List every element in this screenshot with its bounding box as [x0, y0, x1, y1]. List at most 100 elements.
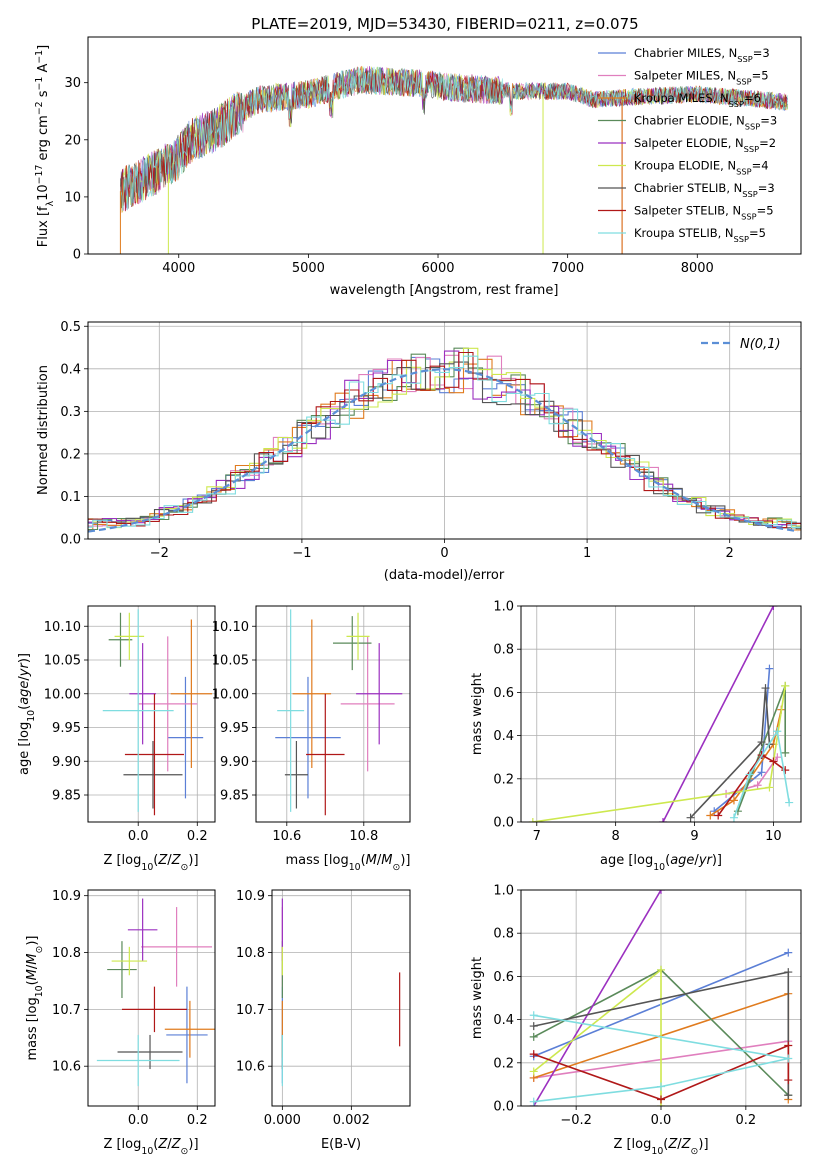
axes-age_vs_mass: 10.6 10.8 9.85 9.90 9.95 10.00 10.05 10.10 mass …: [212, 605, 411, 873]
error-point: [138, 636, 198, 772]
y-tick-label: 1.0: [493, 884, 514, 899]
y-tick-label: 0.4: [493, 729, 514, 744]
x-axis-label: E(B-V): [321, 1137, 361, 1152]
axes-mass_vs_Z: 0.0 0.2 10.6 10.7 10.8 10.9 Z [log10(Z/Z⊙)] mas…: [25, 889, 216, 1157]
y-tick-label: 30: [64, 76, 81, 91]
weight-marker: [784, 1091, 793, 1100]
y-tick-label: 0.0: [493, 816, 514, 831]
x-axis-label: age [log10(age/yr)]: [600, 853, 722, 873]
weight-marker: [765, 664, 774, 673]
x-axis-label: wavelength [Angstrom, rest frame]: [330, 283, 559, 298]
x-tick-label: −0.2: [560, 1113, 592, 1128]
error-point: [167, 676, 204, 799]
histogram-series: [88, 361, 801, 530]
weight-marker: [781, 748, 790, 757]
y-tick-label: 9.95: [52, 721, 81, 736]
legend-entry: Salpeter MILES, NSSP=5: [634, 69, 769, 87]
legend-entry: Chabrier MILES, NSSP=3: [634, 46, 770, 64]
axes-age_vs_Z: 0.0 0.2 9.85 9.90 9.95 10.00 10.05 10.10 Z [log1…: [17, 605, 216, 873]
weight-marker: [706, 811, 715, 820]
x-axis-label: Z [log10(Z/Z⊙)]: [613, 1137, 708, 1157]
y-tick-label: 20: [64, 133, 81, 148]
weight-marker: [657, 965, 665, 974]
axes-residuals: −2 −1 0 1 2 0.0 0.1 0.2 0.3 0.4 0.5 N(0,1) (data-mod…: [36, 320, 802, 583]
y-tick-label: 10.10: [44, 620, 81, 635]
y-tick-label: 0.5: [60, 320, 81, 335]
y-tick-label: 9.95: [220, 721, 249, 736]
error-point: [170, 619, 213, 768]
x-tick-label: −2: [150, 546, 169, 561]
x-tick-label: −1: [292, 546, 311, 561]
spectrum-line: [120, 66, 788, 212]
weight-series: [533, 1014, 789, 1103]
axes-spectrum: 4000 5000 6000 7000 8000 0 10 20 30 Chabrier MILE…: [34, 36, 802, 298]
legend-entry: Chabrier ELODIE, NSSP=3: [634, 114, 777, 132]
legend-entry: Salpeter STELIB, NSSP=5: [634, 204, 774, 222]
x-tick-label: 0.0: [128, 829, 149, 844]
y-tick-label: 0.8: [493, 643, 514, 658]
legend-entry: Kroupa ELODIE, NSSP=4: [634, 159, 769, 177]
error-point: [275, 676, 341, 799]
x-tick-label: 0.000: [264, 1113, 301, 1128]
weight-marker: [753, 781, 762, 790]
y-tick-label: 9.85: [220, 789, 249, 804]
weight-series: [717, 753, 786, 816]
y-tick-label: 10.7: [236, 1003, 265, 1018]
x-axis-label: (data-model)/error: [384, 568, 505, 583]
y-tick-label: 10.6: [52, 1060, 81, 1075]
x-tick-label: 7000: [551, 261, 584, 276]
weight-marker: [529, 1067, 538, 1076]
weight-series: [533, 968, 662, 1106]
weight-marker: [781, 766, 790, 775]
weight-marker: [784, 1041, 793, 1050]
y-tick-label: 10.9: [52, 889, 81, 904]
weight-marker: [757, 768, 766, 777]
y-tick-label: 0.0: [60, 533, 81, 548]
y-axis-label: Normed distribution: [36, 365, 51, 495]
x-tick-label: 0.0: [651, 1113, 672, 1128]
y-tick-label: 0.8: [493, 927, 514, 942]
x-axis-label: Z [log10(Z/Z⊙)]: [103, 853, 198, 873]
y-axis-label: Flux [fλ10−17 erg cm−2 s−1 A−1]: [34, 45, 56, 247]
y-tick-label: 0.6: [493, 686, 514, 701]
weight-marker: [781, 681, 790, 690]
y-tick-label: 10.05: [44, 654, 81, 669]
error-point: [114, 612, 145, 660]
y-tick-label: 9.90: [220, 755, 249, 770]
error-point: [306, 693, 345, 816]
weight-marker: [757, 738, 766, 747]
weight-marker: [745, 770, 754, 779]
y-tick-label: 10.7: [52, 1003, 81, 1018]
plot-area-mass_vs_ebv: [281, 898, 401, 1087]
axes-frame: [87, 889, 216, 1107]
weight-series: [690, 688, 771, 819]
y-tick-label: 9.90: [52, 755, 81, 770]
weight-series: [733, 729, 790, 818]
weight-marker: [784, 968, 793, 977]
x-tick-label: 0.2: [187, 1113, 208, 1128]
gaussian-curve: [88, 368, 799, 533]
axes-frame: [255, 605, 411, 823]
y-tick-label: 0.2: [60, 447, 81, 462]
x-tick-label: 2: [726, 546, 734, 561]
y-tick-label: 0: [73, 248, 81, 263]
weight-marker: [528, 818, 537, 822]
x-tick-label: 4000: [162, 261, 195, 276]
weight-series: [532, 685, 786, 822]
y-axis-label: mass [log10(M/M⊙)]: [25, 936, 45, 1061]
weight-marker: [686, 813, 695, 822]
x-tick-label: 0.0: [128, 1113, 149, 1128]
axes-frame: [87, 36, 802, 255]
error-point: [121, 986, 187, 1033]
y-tick-label: 10.05: [212, 654, 249, 669]
histogram-series: [88, 351, 801, 529]
legend-entry: Kroupa MILES, NSSP=6: [634, 91, 761, 109]
error-point: [292, 619, 332, 768]
error-point: [107, 941, 137, 998]
error-point: [164, 1000, 215, 1058]
y-tick-label: 0.1: [60, 490, 81, 505]
weight-marker: [785, 798, 794, 807]
error-point: [102, 609, 174, 812]
x-tick-label: 5000: [292, 261, 325, 276]
x-tick-label: 1: [583, 546, 591, 561]
